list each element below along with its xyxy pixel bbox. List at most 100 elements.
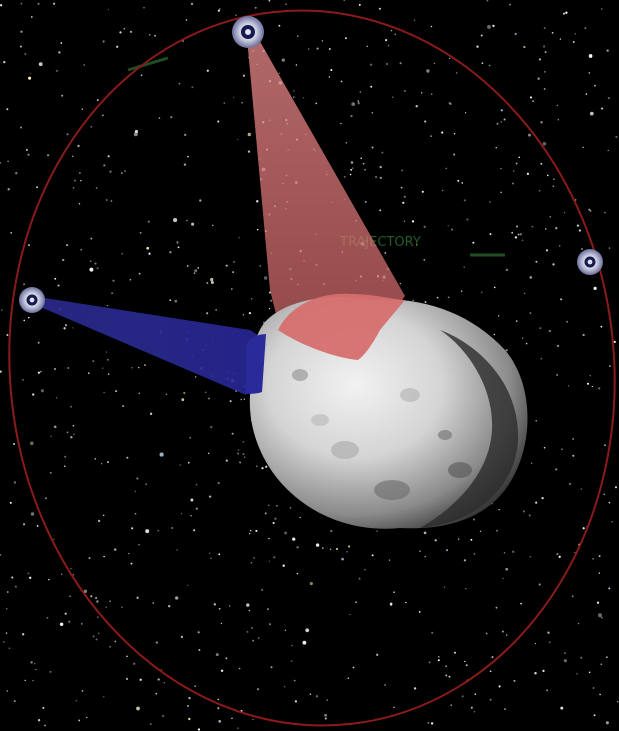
star	[10, 232, 13, 234]
star	[112, 279, 115, 282]
star	[343, 175, 346, 178]
star	[136, 706, 140, 711]
star	[350, 114, 353, 118]
star	[364, 200, 367, 203]
star	[59, 622, 64, 627]
star	[607, 96, 611, 100]
star	[180, 635, 184, 639]
star	[394, 33, 396, 36]
star	[217, 707, 220, 710]
star	[255, 529, 258, 532]
star	[485, 632, 488, 635]
star	[217, 9, 220, 12]
star	[448, 675, 451, 678]
star	[267, 608, 269, 610]
star	[571, 595, 574, 598]
star	[437, 655, 440, 658]
star	[46, 616, 49, 619]
star	[53, 538, 55, 541]
star	[210, 277, 214, 282]
star	[110, 200, 113, 202]
star	[188, 717, 191, 721]
star	[223, 102, 226, 104]
star	[184, 133, 187, 137]
star	[563, 659, 567, 663]
star	[609, 365, 611, 367]
star	[60, 42, 63, 44]
star	[61, 94, 64, 97]
star	[445, 674, 448, 677]
star	[529, 555, 532, 558]
star	[379, 165, 382, 169]
star	[217, 481, 220, 485]
star	[465, 664, 468, 667]
star	[276, 505, 278, 507]
star	[208, 495, 212, 498]
star	[78, 719, 81, 722]
star	[543, 88, 546, 90]
star	[535, 260, 538, 263]
star	[350, 168, 353, 171]
star	[6, 608, 8, 610]
star	[100, 463, 103, 465]
star	[136, 477, 139, 480]
star	[239, 461, 242, 464]
red-beam-footprint	[278, 293, 405, 360]
star	[292, 96, 295, 99]
star	[138, 544, 140, 546]
star	[145, 483, 148, 486]
star	[480, 291, 483, 294]
star	[574, 33, 577, 35]
star	[449, 57, 451, 59]
star	[401, 169, 404, 172]
star	[349, 173, 352, 176]
star	[549, 215, 552, 218]
star	[37, 371, 40, 374]
star	[563, 12, 565, 15]
star	[403, 220, 406, 222]
star	[378, 7, 381, 10]
star	[525, 342, 528, 345]
star	[576, 224, 580, 227]
star	[556, 344, 560, 348]
star	[302, 96, 305, 99]
star	[515, 162, 518, 165]
star	[44, 724, 46, 727]
star	[516, 225, 518, 228]
star	[513, 679, 516, 682]
star	[253, 557, 255, 559]
star	[588, 54, 593, 58]
star	[256, 688, 260, 691]
star	[613, 340, 616, 344]
star	[616, 700, 619, 703]
star	[403, 89, 407, 93]
star	[83, 64, 86, 66]
star	[247, 132, 251, 137]
star	[309, 693, 312, 696]
star	[347, 677, 349, 679]
star	[461, 695, 464, 698]
star	[503, 118, 506, 121]
star	[601, 107, 604, 110]
star	[28, 76, 32, 80]
star	[5, 632, 8, 634]
star	[328, 76, 331, 78]
star	[231, 717, 233, 719]
star	[387, 44, 390, 47]
star	[106, 304, 109, 307]
star	[540, 162, 543, 165]
star	[96, 600, 99, 603]
star	[428, 661, 431, 664]
star	[399, 282, 401, 285]
star	[208, 397, 210, 400]
star	[88, 557, 91, 560]
star	[139, 231, 142, 234]
star	[232, 271, 235, 274]
star	[340, 122, 342, 125]
star	[247, 150, 251, 153]
star	[208, 452, 210, 454]
star	[186, 219, 188, 222]
star	[80, 249, 82, 251]
star	[27, 243, 31, 247]
asteroid	[249, 296, 528, 529]
